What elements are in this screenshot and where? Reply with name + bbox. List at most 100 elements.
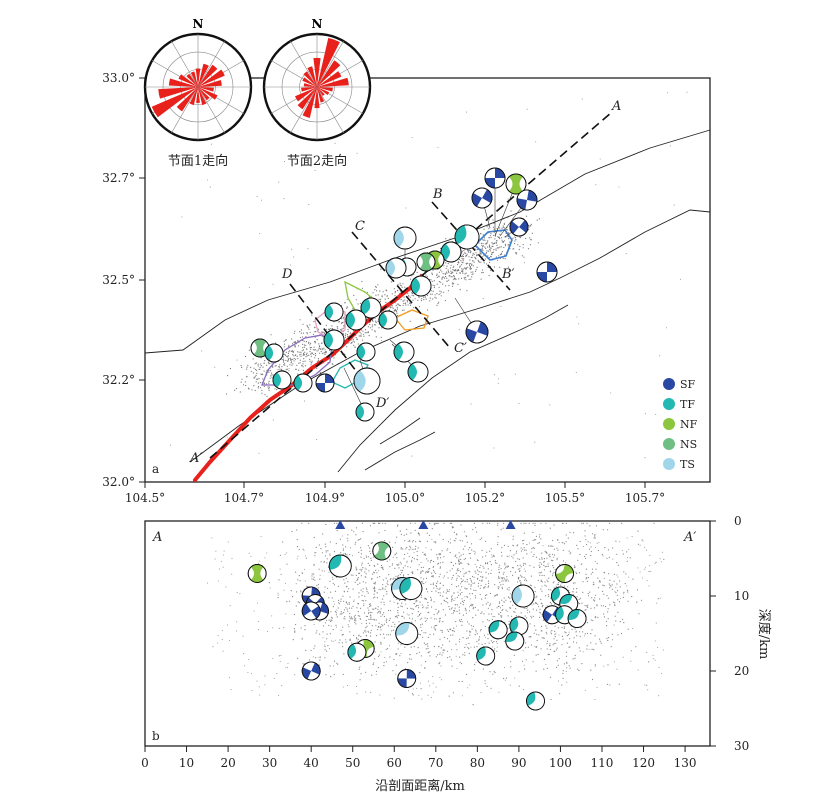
section-event [379, 611, 382, 613]
section-event [546, 648, 548, 650]
map-event [303, 344, 305, 346]
section-event [343, 600, 345, 603]
section-event [509, 550, 511, 552]
section-event [287, 662, 289, 664]
section-event [398, 567, 400, 569]
section-event [430, 600, 432, 602]
map-event [297, 345, 300, 347]
map-event [380, 268, 382, 270]
map-event [502, 241, 504, 243]
map-event [356, 338, 358, 340]
map-event [314, 331, 316, 333]
section-event [366, 590, 368, 593]
section-event [389, 645, 391, 647]
section-event [325, 523, 327, 526]
section-event [603, 613, 605, 615]
section-event [557, 664, 559, 666]
map-event [306, 348, 308, 350]
section-event [448, 695, 450, 697]
section-event [611, 588, 613, 591]
section-event [503, 677, 505, 680]
section-event [556, 660, 559, 662]
section-event [446, 571, 448, 573]
map-event [364, 329, 367, 331]
section-event [236, 621, 238, 623]
section-event [432, 676, 434, 678]
section-event [375, 635, 378, 637]
section-event [518, 685, 520, 687]
section-event [358, 551, 360, 554]
section-event [415, 545, 417, 548]
section-event [543, 558, 546, 560]
section-event [464, 652, 466, 654]
section-event [602, 555, 604, 557]
map-event [411, 292, 413, 294]
section-event [565, 655, 568, 657]
section-event [576, 635, 578, 637]
section-event [431, 590, 433, 593]
section-event [582, 522, 585, 524]
section-event [496, 562, 498, 564]
map-event [469, 268, 471, 270]
map-event [468, 264, 471, 266]
section-event [369, 564, 371, 567]
map-event [463, 250, 465, 252]
section-event [382, 567, 384, 569]
section-event [626, 560, 628, 562]
section-event [365, 573, 367, 575]
map-event [453, 275, 455, 278]
section-event [616, 668, 618, 670]
map-event [420, 300, 422, 302]
rose-petal [313, 57, 321, 87]
section-event [541, 613, 543, 616]
section-event [362, 531, 364, 533]
section-event [266, 552, 268, 554]
map-event [262, 378, 264, 380]
map-event [470, 403, 472, 405]
section-event [562, 670, 564, 672]
section-event [432, 582, 434, 584]
section-event [411, 559, 413, 561]
section-event [376, 572, 378, 574]
section-x-tick-label: 110 [591, 756, 614, 770]
section-focal-mechanism-tf [567, 609, 587, 628]
section-event [313, 573, 315, 575]
map-event [250, 366, 252, 369]
section-event [572, 532, 575, 534]
section-event [332, 640, 334, 643]
section-event [477, 560, 479, 562]
section-event [375, 673, 377, 675]
section-event [532, 539, 534, 542]
section-event [652, 654, 654, 656]
map-event [441, 271, 443, 273]
section-event [439, 653, 441, 655]
map-event [395, 310, 397, 312]
map-event [535, 141, 537, 143]
map-event [308, 342, 310, 344]
section-event [452, 612, 455, 614]
section-event [561, 635, 564, 638]
section-event [476, 633, 478, 635]
section-event [539, 616, 541, 619]
section-event [455, 579, 458, 581]
section-event [458, 606, 460, 608]
map-y-tick-label: 33.0° [102, 71, 135, 85]
section-event [487, 568, 489, 570]
section-event [352, 574, 354, 576]
map-event [446, 265, 448, 267]
map-event [433, 285, 436, 287]
section-event [430, 598, 432, 600]
cluster-outline-blue [473, 229, 513, 261]
section-event [351, 529, 353, 531]
map-event [464, 268, 467, 270]
map-event [305, 341, 307, 343]
section-event [540, 563, 543, 565]
section-event [394, 623, 396, 625]
map-event [488, 244, 491, 246]
map-event [493, 266, 495, 268]
section-event [637, 543, 640, 545]
map-event [538, 218, 541, 220]
section-event [505, 580, 507, 582]
section-event [446, 590, 448, 592]
section-event [590, 607, 592, 609]
